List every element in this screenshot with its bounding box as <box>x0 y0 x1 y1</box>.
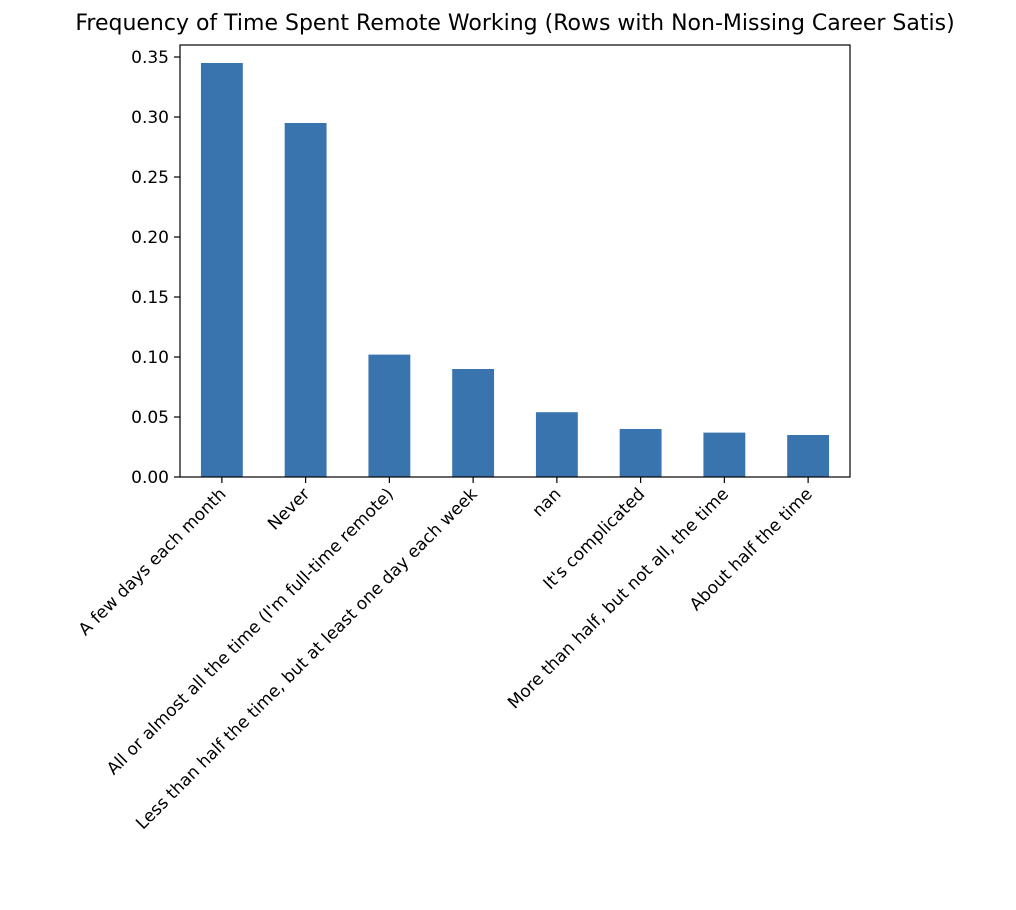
y-tick-label-0: 0.00 <box>131 468 169 488</box>
y-tick-label-3: 0.15 <box>131 288 169 308</box>
bar-6 <box>703 432 746 477</box>
chart-title: Frequency of Time Spent Remote Working (… <box>75 11 954 36</box>
bar-4 <box>535 412 578 477</box>
x-tick-label-1: Never <box>264 484 314 534</box>
bar-5 <box>619 429 662 477</box>
plot-frame <box>179 44 851 478</box>
x-tick-label-0: A few days each month <box>75 484 230 639</box>
y-tick-label-6: 0.30 <box>131 108 169 128</box>
x-tick-label-4: nan <box>529 484 566 521</box>
y-tick-label-5: 0.25 <box>131 168 169 188</box>
bar-1 <box>284 123 327 477</box>
y-tick-label-2: 0.10 <box>131 348 169 368</box>
bars-group <box>200 63 830 477</box>
y-axis: 0.00 0.05 0.10 0.15 0.20 0.25 0.30 0.35 <box>131 48 180 488</box>
bar-0 <box>200 63 243 477</box>
y-tick-label-1: 0.05 <box>131 408 169 428</box>
bar-7 <box>787 435 830 477</box>
y-tick-label-4: 0.20 <box>131 228 169 248</box>
x-tick-label-2: All or almost all the time (I'm full-tim… <box>103 484 398 779</box>
bar-3 <box>452 369 495 477</box>
y-tick-label-7: 0.35 <box>131 48 169 68</box>
bar-2 <box>368 354 411 477</box>
